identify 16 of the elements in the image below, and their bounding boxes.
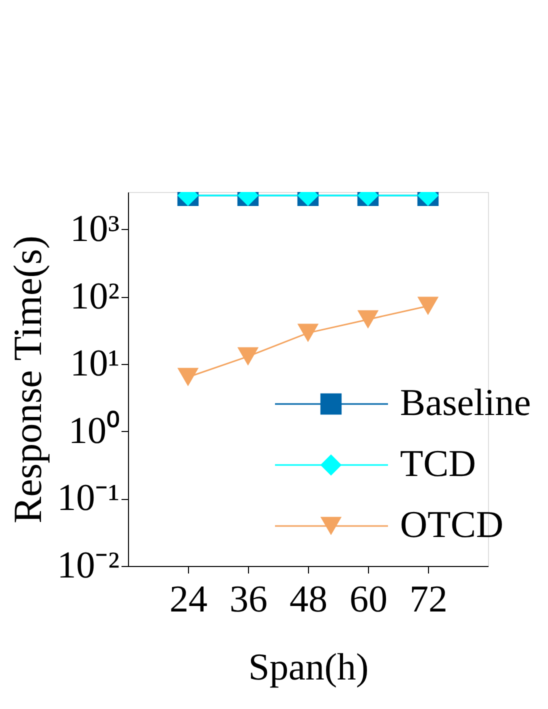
x-tick-label: 36	[230, 578, 268, 620]
y-tick-label: 10²	[70, 275, 120, 318]
legend-label: Baseline	[400, 382, 531, 424]
y-tick-label: 10⁻¹	[57, 477, 120, 520]
y-axis-title: Response Time(s)	[5, 236, 50, 524]
x-tick-label: 60	[350, 578, 388, 620]
legend-label: TCD	[400, 443, 476, 485]
y-tick-label: 10⁻²	[57, 544, 120, 586]
x-tick-label: 24	[170, 578, 208, 620]
y-tick-label: 10³	[70, 208, 120, 250]
x-tick-label: 48	[290, 578, 328, 620]
y-tick-label: 10⁰	[68, 410, 120, 452]
x-axis-title: Span(h)	[248, 646, 369, 688]
legend-label: OTCD	[400, 504, 504, 546]
x-tick-label: 72	[410, 578, 448, 620]
y-tick-label: 10¹	[70, 342, 120, 385]
